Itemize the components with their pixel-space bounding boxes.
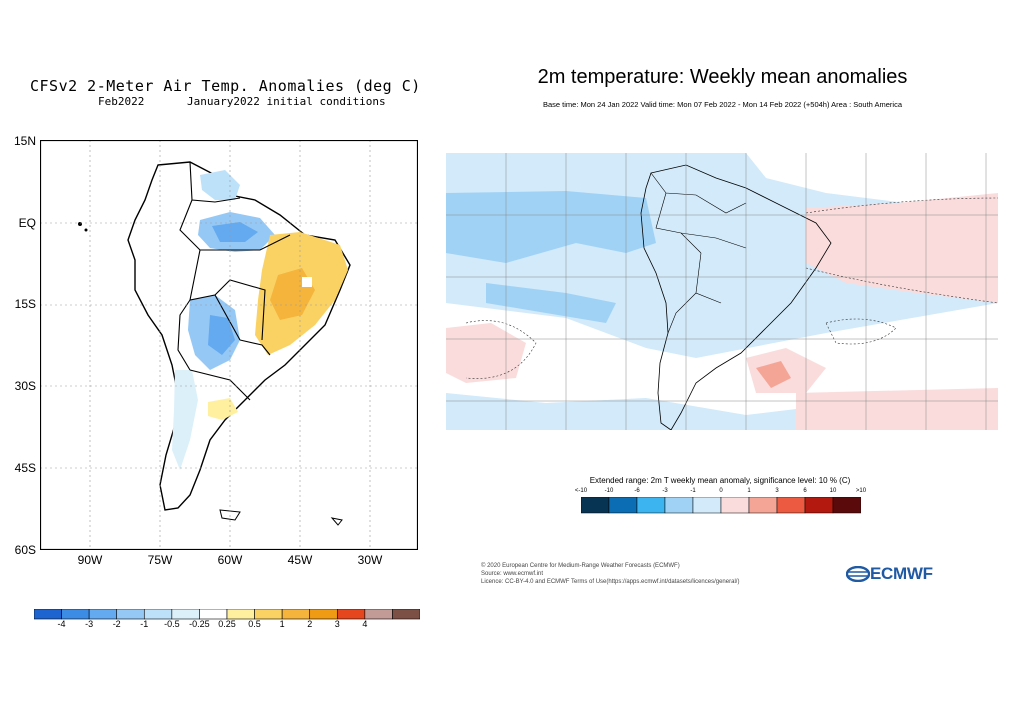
cfsv2-colorbar-swatch: [116, 609, 145, 620]
cfsv2-colorbar-swatch: [143, 609, 173, 620]
neutral-band-north: [746, 153, 998, 213]
lat-label-30s: 30S: [14, 379, 36, 393]
cfsv2-colorbar-label: -2: [112, 619, 121, 629]
ecmwf-colorbar-label: 10: [829, 488, 837, 494]
cfsv2-colorbar-swatch: [171, 609, 200, 620]
lat-label-45s: 45S: [14, 461, 36, 475]
ecmwf-colorbar-label: 0: [719, 488, 723, 494]
ecmwf-colorbar-label: >10: [855, 488, 867, 494]
cfsv2-colorbar-swatch: [199, 609, 228, 620]
lat-label-15s: 15S: [14, 297, 36, 311]
ecmwf-source: Source: www.ecmwf.int: [481, 571, 544, 577]
ecmwf-copyright: © 2020 European Centre for Medium-Range …: [481, 563, 680, 569]
cfsv2-colorbar-swatch: [281, 609, 311, 620]
ecmwf-colorbar-label: -10: [604, 488, 614, 494]
lon-label-30w: 30W: [357, 553, 383, 567]
cfsv2-colorbar-label: -1: [140, 619, 149, 629]
cool-anomaly-north: [200, 170, 240, 200]
ecmwf-anomaly-map: [446, 153, 998, 430]
lon-label-90w: 90W: [77, 553, 103, 567]
ecmwf-colorbar: [581, 497, 861, 514]
ecmwf-colorbar-label: <-10: [574, 488, 588, 494]
south-america-outline: [640, 164, 832, 430]
warm-anomaly-argentina: [208, 398, 238, 420]
cfsv2-map-title: CFSv2 2-Meter Air Temp. Anomalies (deg C…: [30, 77, 421, 95]
cfsv2-colorbar-label: -0.5: [164, 619, 180, 629]
cool-anomaly-amazon-core: [212, 222, 258, 242]
ecmwf-colorbar-title: Extended range: 2m T weekly mean anomaly…: [589, 476, 851, 485]
lat-label-15n: 15N: [13, 134, 36, 148]
cfsv2-colorbar-swatch: [254, 609, 283, 620]
ecmwf-licence[interactable]: Licence: CC-BY-4.0 and ECMWF Terms of Us…: [481, 579, 740, 585]
cfsv2-colorbar-swatch: [392, 609, 420, 620]
cfsv2-colorbar-swatch: [61, 609, 90, 620]
cfsv2-colorbar-label: -3: [85, 619, 94, 629]
cfsv2-colorbar-swatch: [309, 609, 338, 620]
missing-data-square: [302, 277, 312, 287]
warm-core-south-atlantic: [756, 361, 791, 388]
ecmwf-colorbar-label: 3: [775, 488, 779, 494]
ecmwf-map-title: 2m temperature: Weekly mean anomalies: [537, 66, 908, 88]
cfsv2-anomaly-map: [40, 140, 418, 550]
cool-anomaly-paraguay-core: [208, 315, 235, 355]
ecmwf-colorbar-swatch: [748, 497, 778, 514]
cool-anomaly-pacific: [446, 191, 656, 263]
warm-anomaly-southeast: [796, 388, 998, 430]
cfsv2-colorbar-label: 0.5: [248, 619, 261, 629]
lon-label-60w: 60W: [217, 553, 243, 567]
cool-anomaly-pacific-south: [486, 283, 616, 323]
warm-anomaly-atlantic: [806, 193, 998, 303]
ecmwf-colorbar-label: 6: [803, 488, 807, 494]
ecmwf-colorbar-swatch: [636, 497, 666, 514]
ecmwf-logo-icon: [846, 566, 870, 582]
cfsv2-colorbar-swatch: [34, 609, 62, 620]
cfsv2-colorbar-swatch: [88, 609, 118, 620]
cfsv2-colorbar-swatch: [364, 609, 393, 620]
ecmwf-colorbar-label: -6: [634, 488, 640, 494]
ecmwf-logo-text: ECMWF: [870, 564, 933, 583]
cfsv2-colorbar-label: -0.25: [189, 619, 210, 629]
ecmwf-colorbar-swatch: [692, 497, 722, 514]
ecmwf-colorbar-swatch: [776, 497, 806, 514]
neutral-band-south: [446, 303, 998, 415]
lat-label-eq: EQ: [18, 216, 36, 230]
ecmwf-colorbar-label: -1: [690, 488, 696, 494]
ecmwf-colorbar-swatch: [608, 497, 638, 514]
ecmwf-colorbar-swatch: [664, 497, 694, 514]
ecmwf-colorbar-swatch: [581, 497, 610, 514]
cool-anomaly-andes: [172, 370, 198, 470]
cfsv2-colorbar-label: -4: [57, 619, 66, 629]
ecmwf-logo: ECMWF: [846, 564, 933, 584]
cfsv2-forecast-month: Feb2022: [98, 95, 145, 108]
cfsv2-colorbar: [34, 609, 420, 620]
cfsv2-colorbar-swatch: [336, 609, 366, 620]
ecmwf-colorbar-label: -3: [662, 488, 668, 494]
lat-label-60s: 60S: [14, 543, 36, 557]
cfsv2-initial-conditions: January2022 initial conditions: [187, 95, 386, 108]
ecmwf-colorbar-swatch: [832, 497, 861, 514]
lon-label-45w: 45W: [287, 553, 313, 567]
ecmwf-colorbar-label: 1: [747, 488, 751, 494]
cfsv2-colorbar-label: 2: [307, 619, 313, 629]
ecmwf-map-subtitle: Base time: Mon 24 Jan 2022 Valid time: M…: [542, 100, 903, 109]
cfsv2-colorbar-label: 0.25: [218, 619, 236, 629]
cfsv2-colorbar-swatch: [226, 609, 255, 620]
ecmwf-colorbar-swatch: [804, 497, 834, 514]
ecmwf-colorbar-swatch: [720, 497, 750, 514]
cfsv2-colorbar-label: 4: [362, 619, 368, 629]
cfsv2-colorbar-label: 3: [334, 619, 340, 629]
cfsv2-colorbar-label: 1: [279, 619, 285, 629]
lon-label-75w: 75W: [147, 553, 173, 567]
